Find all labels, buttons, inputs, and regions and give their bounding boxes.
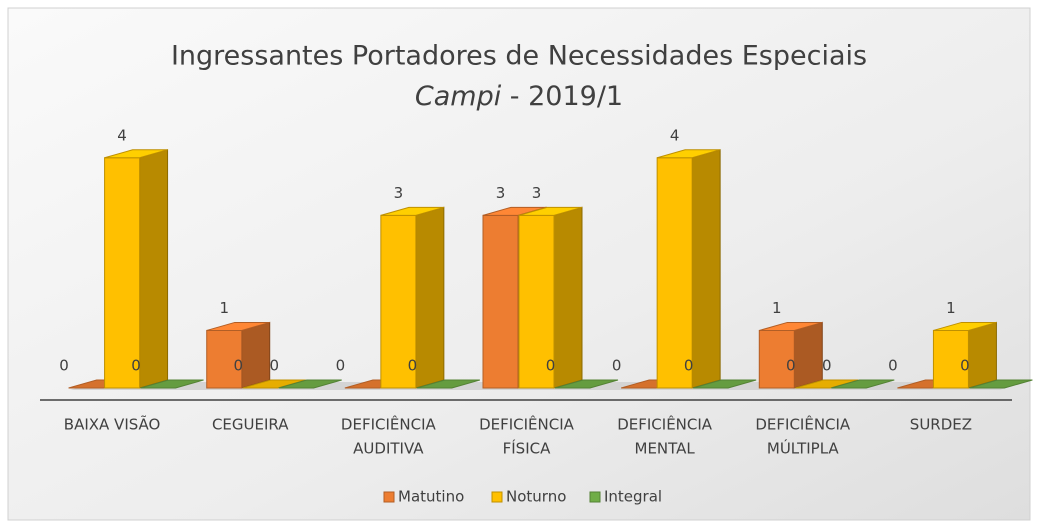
bar-top (206, 321, 270, 331)
bar-top (933, 321, 997, 331)
data-label: 0 (233, 357, 243, 375)
bar-top (278, 379, 342, 389)
bar (831, 379, 895, 389)
data-label: 0 (960, 357, 970, 375)
bar-top (140, 379, 204, 389)
x-tick-label: CEGUEIRA (212, 416, 289, 434)
data-label: 1 (219, 299, 229, 317)
data-label: 0 (684, 357, 694, 375)
bar-front (380, 214, 417, 389)
bar (278, 379, 342, 389)
data-label: 1 (946, 299, 956, 317)
bar-top (759, 321, 823, 331)
bar-top (416, 379, 480, 389)
legend-swatch (383, 491, 395, 503)
bar (416, 379, 480, 389)
x-tick-label: SURDEZ (910, 416, 972, 434)
bar (932, 321, 997, 389)
data-label: 0 (131, 357, 141, 375)
bar-front (656, 157, 693, 389)
bar (758, 321, 823, 389)
bar-side (553, 206, 583, 389)
bar (104, 149, 169, 389)
bar-side (139, 149, 169, 389)
legend-swatch (491, 491, 503, 503)
x-tick-label: DEFICIÊNCIA (755, 415, 851, 434)
legend-label: Integral (604, 488, 662, 506)
legend-swatch (589, 491, 601, 503)
bar (693, 379, 757, 389)
bar-front (482, 214, 519, 389)
data-label: 0 (546, 357, 556, 375)
data-label: 3 (532, 184, 542, 202)
data-label: 0 (786, 357, 796, 375)
legend-label: Noturno (506, 488, 566, 506)
data-label: 0 (59, 357, 69, 375)
chart-subtitle: Campi - 2019/1 (415, 81, 623, 112)
bar-top (657, 149, 721, 159)
x-tick-label: FÍSICA (503, 439, 551, 458)
bar (969, 379, 1033, 389)
bar-side (793, 321, 823, 389)
x-tick-label: AUDITIVA (353, 440, 424, 458)
bar (554, 379, 619, 389)
chart-title: Ingressantes Portadores de Necessidades … (171, 41, 867, 72)
x-tick-label: DEFICIÊNCIA (479, 415, 575, 434)
data-label: 3 (496, 184, 506, 202)
bar (206, 321, 271, 389)
data-label: 0 (269, 357, 279, 375)
x-tick-label: DEFICIÊNCIA (617, 415, 713, 434)
bar (518, 206, 583, 389)
subtitle-part: Campi (415, 81, 502, 112)
data-label: 0 (612, 357, 622, 375)
x-tick-label: BAIXA VISÃO (64, 415, 161, 434)
bar-top (831, 379, 895, 389)
data-label: 0 (408, 357, 418, 375)
legend-label: Matutino (398, 488, 464, 506)
bar-front (758, 329, 795, 389)
x-tick-label: MENTAL (635, 440, 696, 458)
data-label: 4 (670, 126, 680, 144)
bar-top (969, 379, 1033, 389)
bar-side (691, 149, 721, 389)
bar-top (518, 206, 583, 216)
data-label: 4 (117, 126, 127, 144)
data-label: 0 (822, 357, 832, 375)
bar-side (415, 206, 445, 389)
data-label: 1 (772, 299, 782, 317)
data-label: 0 (336, 357, 346, 375)
data-label: 3 (394, 184, 404, 202)
bar-top (693, 379, 757, 389)
data-label: 0 (888, 357, 898, 375)
bar-front (104, 157, 141, 389)
x-tick-label: MÚLTIPLA (767, 439, 840, 458)
bar-top (380, 206, 444, 216)
subtitle-part: - 2019/1 (501, 81, 623, 112)
bar-side (241, 321, 271, 389)
bar-front (932, 329, 969, 389)
bar (380, 206, 445, 389)
bar (140, 379, 204, 389)
bar (656, 149, 721, 389)
bar-side (967, 321, 997, 389)
x-tick-label: DEFICIÊNCIA (341, 415, 437, 434)
bar-top (104, 149, 168, 159)
bar-top (554, 379, 619, 389)
